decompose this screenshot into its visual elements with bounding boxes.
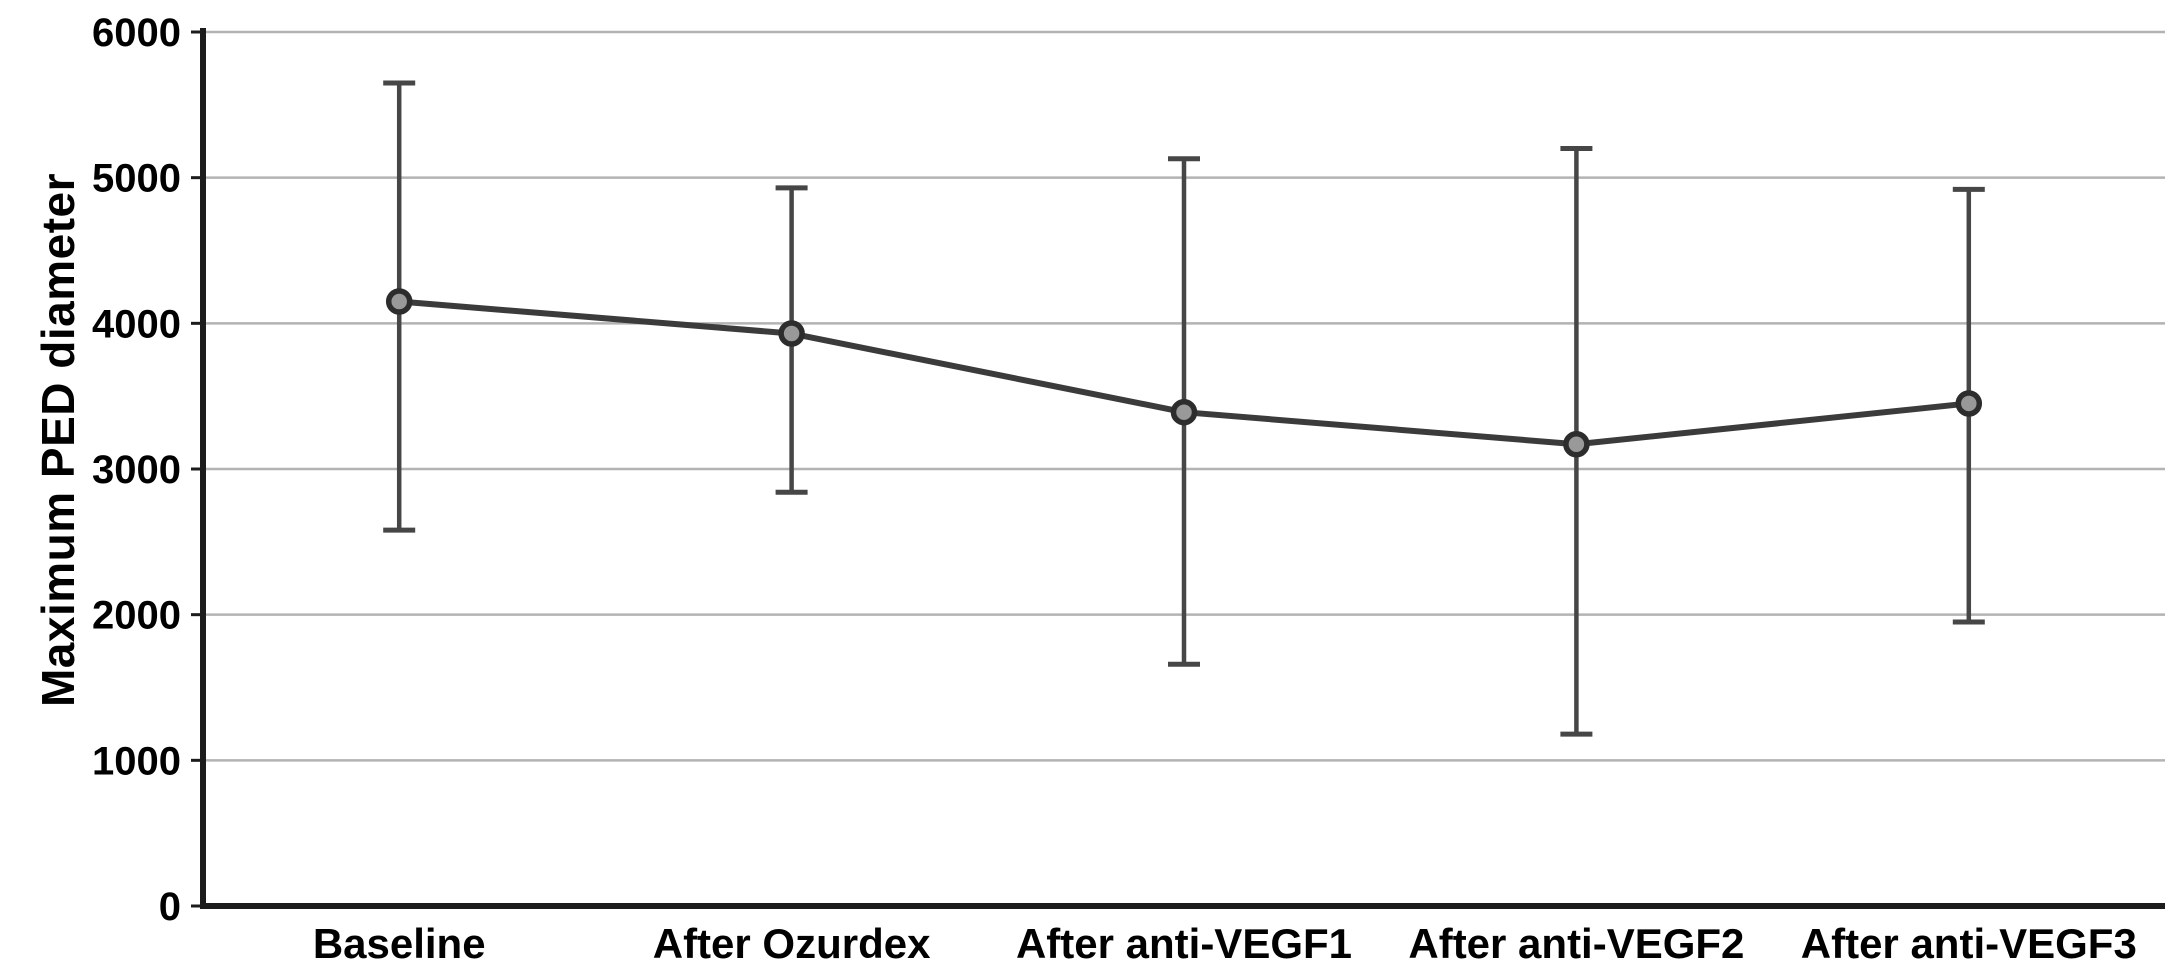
data-point-marker <box>385 288 413 315</box>
y-tick-label: 6000 <box>92 11 181 55</box>
y-tick-label: 0 <box>159 885 181 929</box>
y-tick-label: 1000 <box>92 739 181 783</box>
x-category-label: After anti-VEGF3 <box>1801 920 2137 967</box>
x-category-label: Baseline <box>313 920 486 967</box>
x-category-label: After anti-VEGF2 <box>1408 920 1744 967</box>
y-tick-label: 4000 <box>92 302 181 346</box>
y-tick-label: 3000 <box>92 448 181 492</box>
data-point-marker <box>1170 398 1198 426</box>
data-point-marker <box>1955 390 1983 417</box>
data-point-marker <box>1563 430 1590 458</box>
x-category-label: After anti-VEGF1 <box>1016 920 1352 967</box>
y-tick-label: 2000 <box>92 594 181 638</box>
data-point-marker <box>778 320 805 347</box>
x-category-label: After Ozurdex <box>653 920 931 967</box>
y-tick-label: 5000 <box>92 157 181 201</box>
